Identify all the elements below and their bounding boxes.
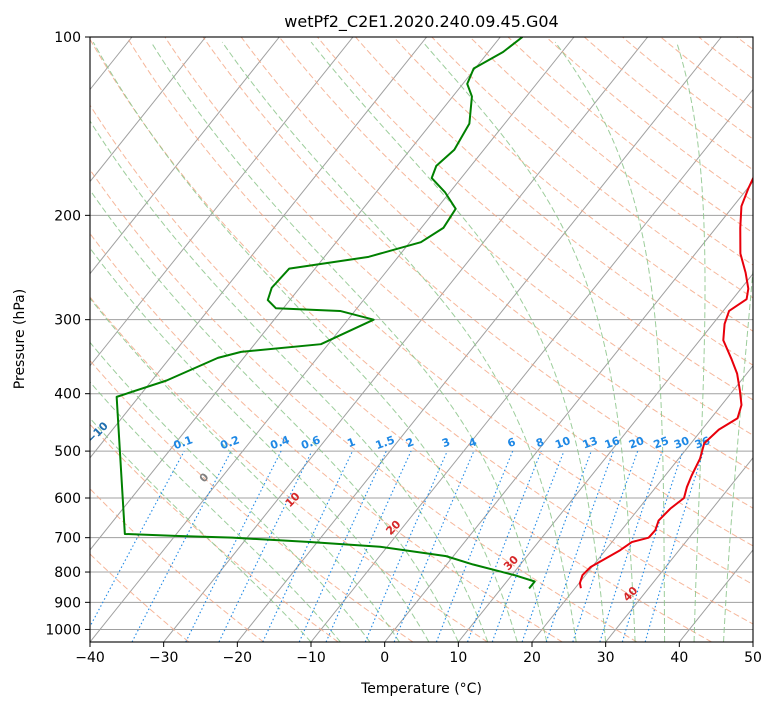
y-tick-label: 700 bbox=[54, 531, 81, 547]
chart-title: wetPf2_C2E1.2020.240.09.45.G04 bbox=[284, 12, 558, 32]
x-tick-label: 30 bbox=[597, 650, 615, 666]
x-tick-label: −20 bbox=[223, 650, 253, 666]
x-tick-label: 10 bbox=[449, 650, 467, 666]
x-axis-label: Temperature (°C) bbox=[360, 681, 482, 697]
x-tick-label: 20 bbox=[523, 650, 541, 666]
x-tick-label: −30 bbox=[149, 650, 179, 666]
x-tick-label: 40 bbox=[670, 650, 688, 666]
y-tick-label: 800 bbox=[54, 565, 81, 581]
y-axis-label: Pressure (hPa) bbox=[12, 289, 28, 389]
x-tick-label: 50 bbox=[744, 650, 762, 666]
y-tick-label: 600 bbox=[54, 491, 81, 507]
y-tick-label: 400 bbox=[54, 387, 81, 403]
y-tick-label: 1000 bbox=[45, 622, 81, 638]
y-tick-label: 900 bbox=[54, 595, 81, 611]
y-tick-label: 200 bbox=[54, 208, 81, 224]
y-tick-label: 300 bbox=[54, 313, 81, 329]
x-tick-label: 0 bbox=[380, 650, 389, 666]
x-tick-label: −10 bbox=[296, 650, 326, 666]
y-tick-label: 500 bbox=[54, 444, 81, 460]
y-tick-label: 100 bbox=[54, 30, 81, 46]
x-tick-label: −40 bbox=[75, 650, 105, 666]
